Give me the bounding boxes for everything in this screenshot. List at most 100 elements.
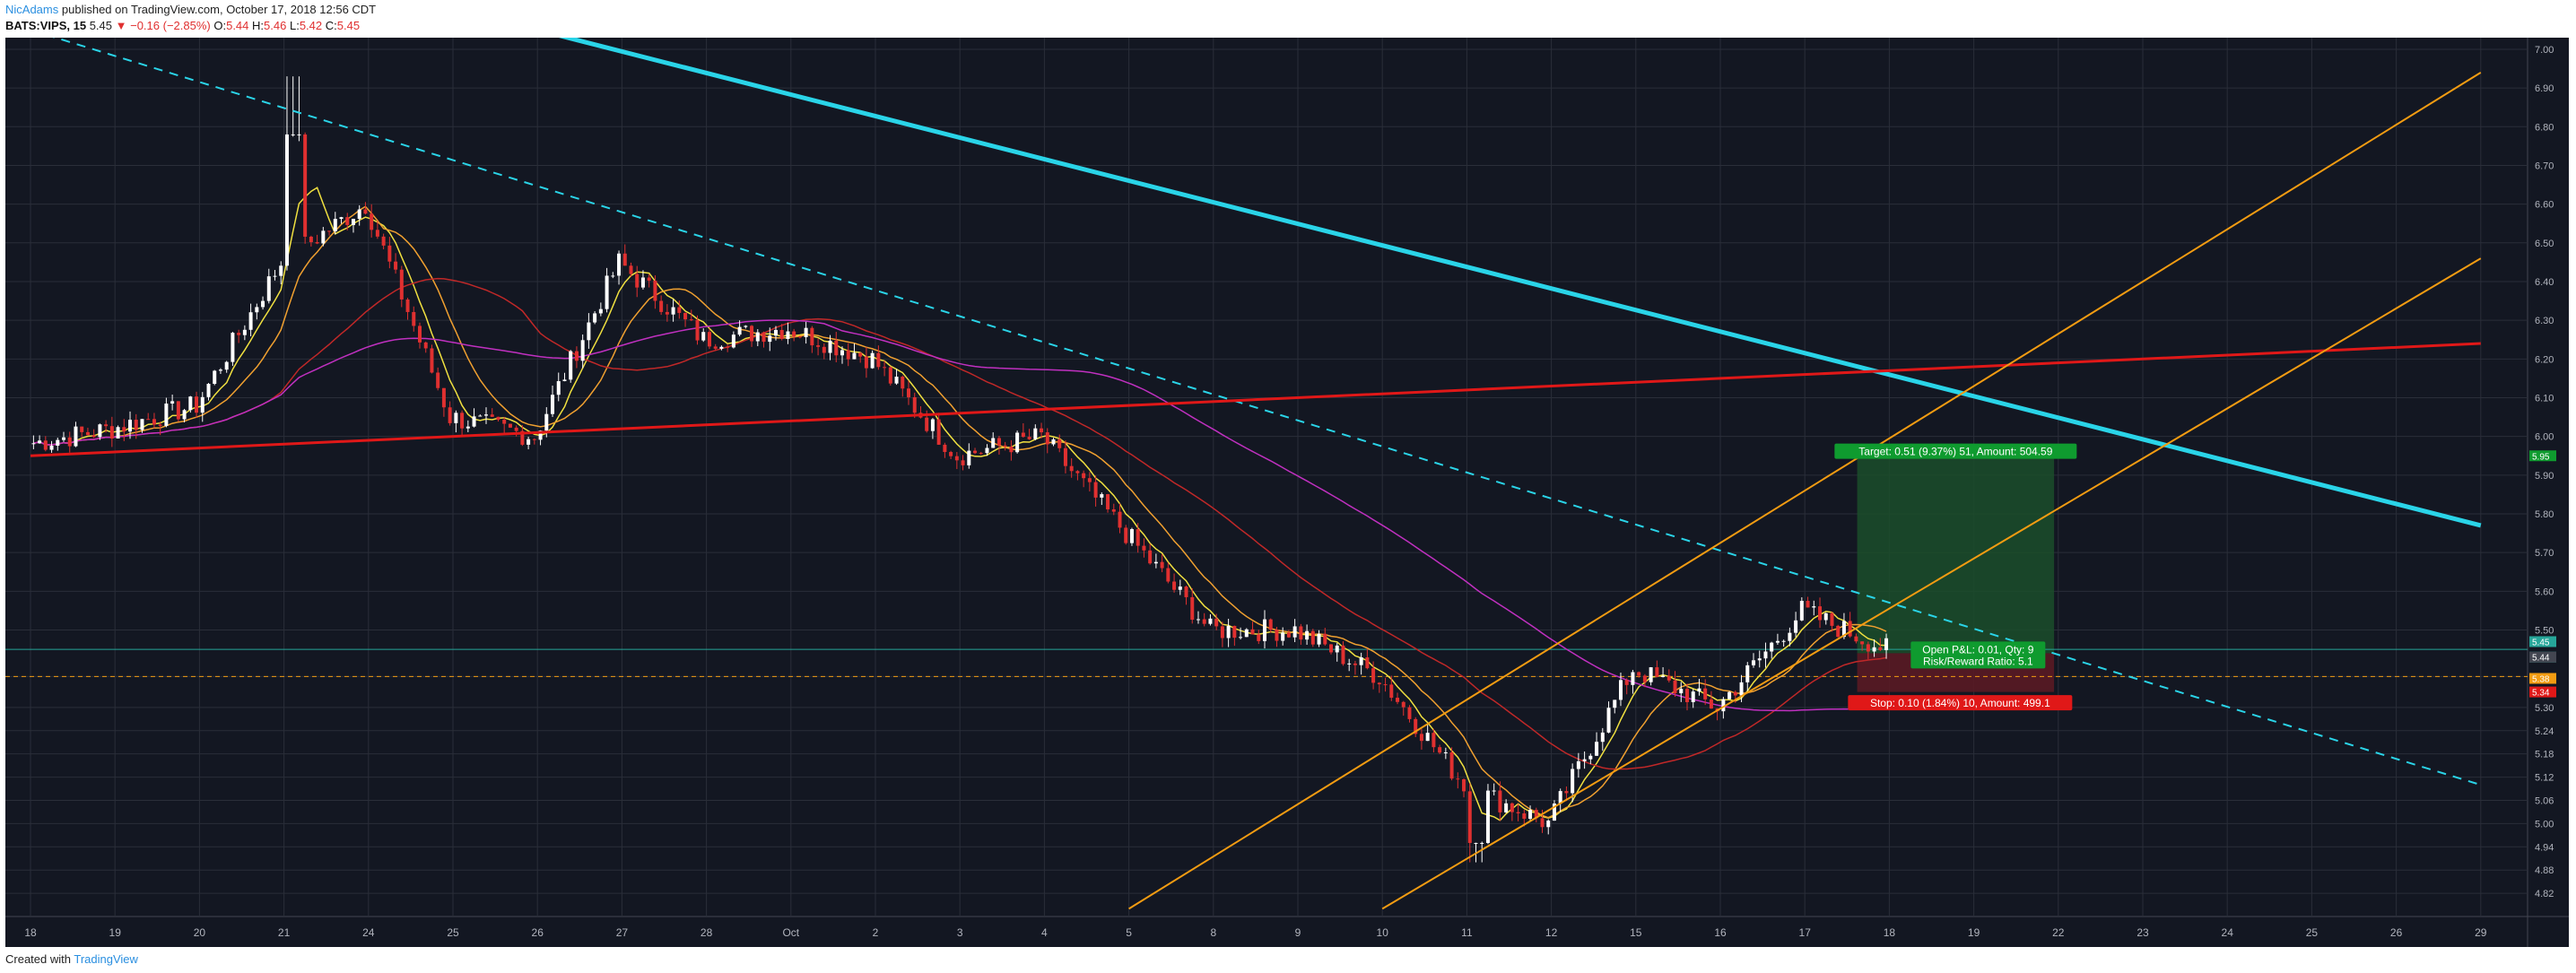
candle [731,331,735,349]
candle [381,233,386,250]
chart-area[interactable]: Target: 0.51 (9.37%) 51, Amount: 504.59 S… [5,38,2569,947]
author-link[interactable]: NicAdams [5,3,59,16]
candle-body [1613,699,1617,708]
candle-body [357,209,361,220]
candle [370,204,374,238]
candle-body [128,420,133,432]
candle-body [1305,630,1310,640]
candle-body [140,419,144,430]
candle-body [1310,630,1315,645]
candle [1160,554,1164,573]
candle-body [695,319,700,341]
low-value: 5.42 [299,19,323,32]
candle-body [719,346,724,349]
candle-body [146,419,151,421]
tradingview-brand-link[interactable]: TradingView [74,952,138,966]
candle-body [544,413,549,431]
candle [1414,717,1418,737]
ma-longest-line [33,319,1887,712]
stop-label-text: Stop: 0.10 (1.84%) 10, Amount: 499.1 [1870,697,2050,709]
candle [1443,747,1448,760]
candle [870,350,875,369]
candle [1136,523,1140,553]
candle-body [779,329,784,340]
candle [761,331,766,348]
candle [719,345,724,351]
candle [1691,689,1695,708]
candle-body [109,426,114,439]
candle [520,425,525,447]
candle-body [195,396,199,413]
candle-body [466,426,470,429]
candle [508,423,512,429]
x-tick-label: 22 [2052,926,2065,939]
candle [1836,624,1841,638]
candle-body [1631,672,1635,685]
ma-slow-line [33,277,1887,770]
candle [1371,661,1376,690]
candle-body [828,340,832,353]
x-tick-label: 24 [2222,926,2234,939]
last-price-tag-text: 5.45 [2532,638,2550,647]
candle [1480,841,1484,863]
candle-body [1148,550,1153,564]
price-axis[interactable]: 7.00 6.90 6.80 6.70 6.60 6.50 6.40 6.30 6.20 6.10… [2529,45,2556,899]
stop-line-price-tag-box [2529,673,2556,684]
candle [683,312,688,327]
candle [883,361,887,377]
time-axis[interactable]: 18 19 20 21 24 25 26 27 28 Oct 2 3 4 5 8 9 10 11 12 15 16 17 1… [24,926,2486,939]
candle-body [1359,657,1363,665]
candle-body [726,346,730,348]
candle [1667,669,1671,683]
candle [701,328,706,343]
candle-body [67,437,72,447]
candle [67,431,72,453]
candle-body [1093,482,1098,498]
candle [1739,674,1744,702]
price-chart[interactable]: Target: 0.51 (9.37%) 51, Amount: 504.59 S… [5,38,2569,947]
symbol-line: BATS:VIPS, 15 5.45 ▼ −0.16 (−2.85%) O:5.… [5,18,376,34]
candle-body [1153,561,1158,564]
candle [375,221,379,239]
x-tick-label: 2 [873,926,879,939]
candle-body [1757,658,1762,661]
candle [797,335,802,339]
candle [1003,441,1007,451]
candle [1310,629,1315,647]
candle-body [188,396,193,411]
candle-body [1799,601,1804,621]
candle-body [991,438,996,448]
candle [1661,667,1666,678]
candle [1220,621,1224,647]
candle [1124,525,1128,545]
candle [1595,732,1599,756]
x-tick-label: 18 [1884,926,1896,939]
candle-body [441,387,446,408]
candle-body [1166,568,1171,582]
candle [1106,493,1110,513]
candle-body [979,453,983,455]
candle-body [394,261,398,270]
candle [1239,627,1243,640]
candle-body [713,346,718,349]
candle [640,270,645,290]
x-tick-label: 12 [1545,926,1558,939]
x-tick-label: Oct [782,926,799,939]
candle [713,343,718,351]
candle-body [423,342,428,349]
candle [279,261,283,284]
candle-body [611,275,615,277]
candle-body [284,134,289,266]
candle [1763,642,1768,668]
candle-body [448,407,452,423]
candle [792,328,796,342]
candle [605,267,609,313]
candle [1069,458,1074,478]
candle-body [569,351,573,380]
candle [1250,621,1255,635]
candle [562,372,567,382]
candle-body [1462,779,1466,792]
candle-body [1045,432,1049,445]
candle-body [1721,699,1726,712]
candle [1075,470,1080,481]
